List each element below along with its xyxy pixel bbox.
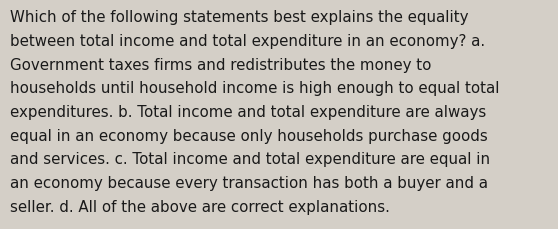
Text: an economy because every transaction has both a buyer and a: an economy because every transaction has… [10,175,488,190]
Text: Government taxes firms and redistributes the money to: Government taxes firms and redistributes… [10,57,431,72]
Text: expenditures. b. Total income and total expenditure are always: expenditures. b. Total income and total … [10,105,486,120]
Text: between total income and total expenditure in an economy? a.: between total income and total expenditu… [10,34,485,49]
Text: households until household income is high enough to equal total: households until household income is hig… [10,81,499,96]
Text: equal in an economy because only households purchase goods: equal in an economy because only househo… [10,128,488,143]
Text: and services. c. Total income and total expenditure are equal in: and services. c. Total income and total … [10,152,490,167]
Text: seller. d. All of the above are correct explanations.: seller. d. All of the above are correct … [10,199,390,214]
Text: Which of the following statements best explains the equality: Which of the following statements best e… [10,10,469,25]
